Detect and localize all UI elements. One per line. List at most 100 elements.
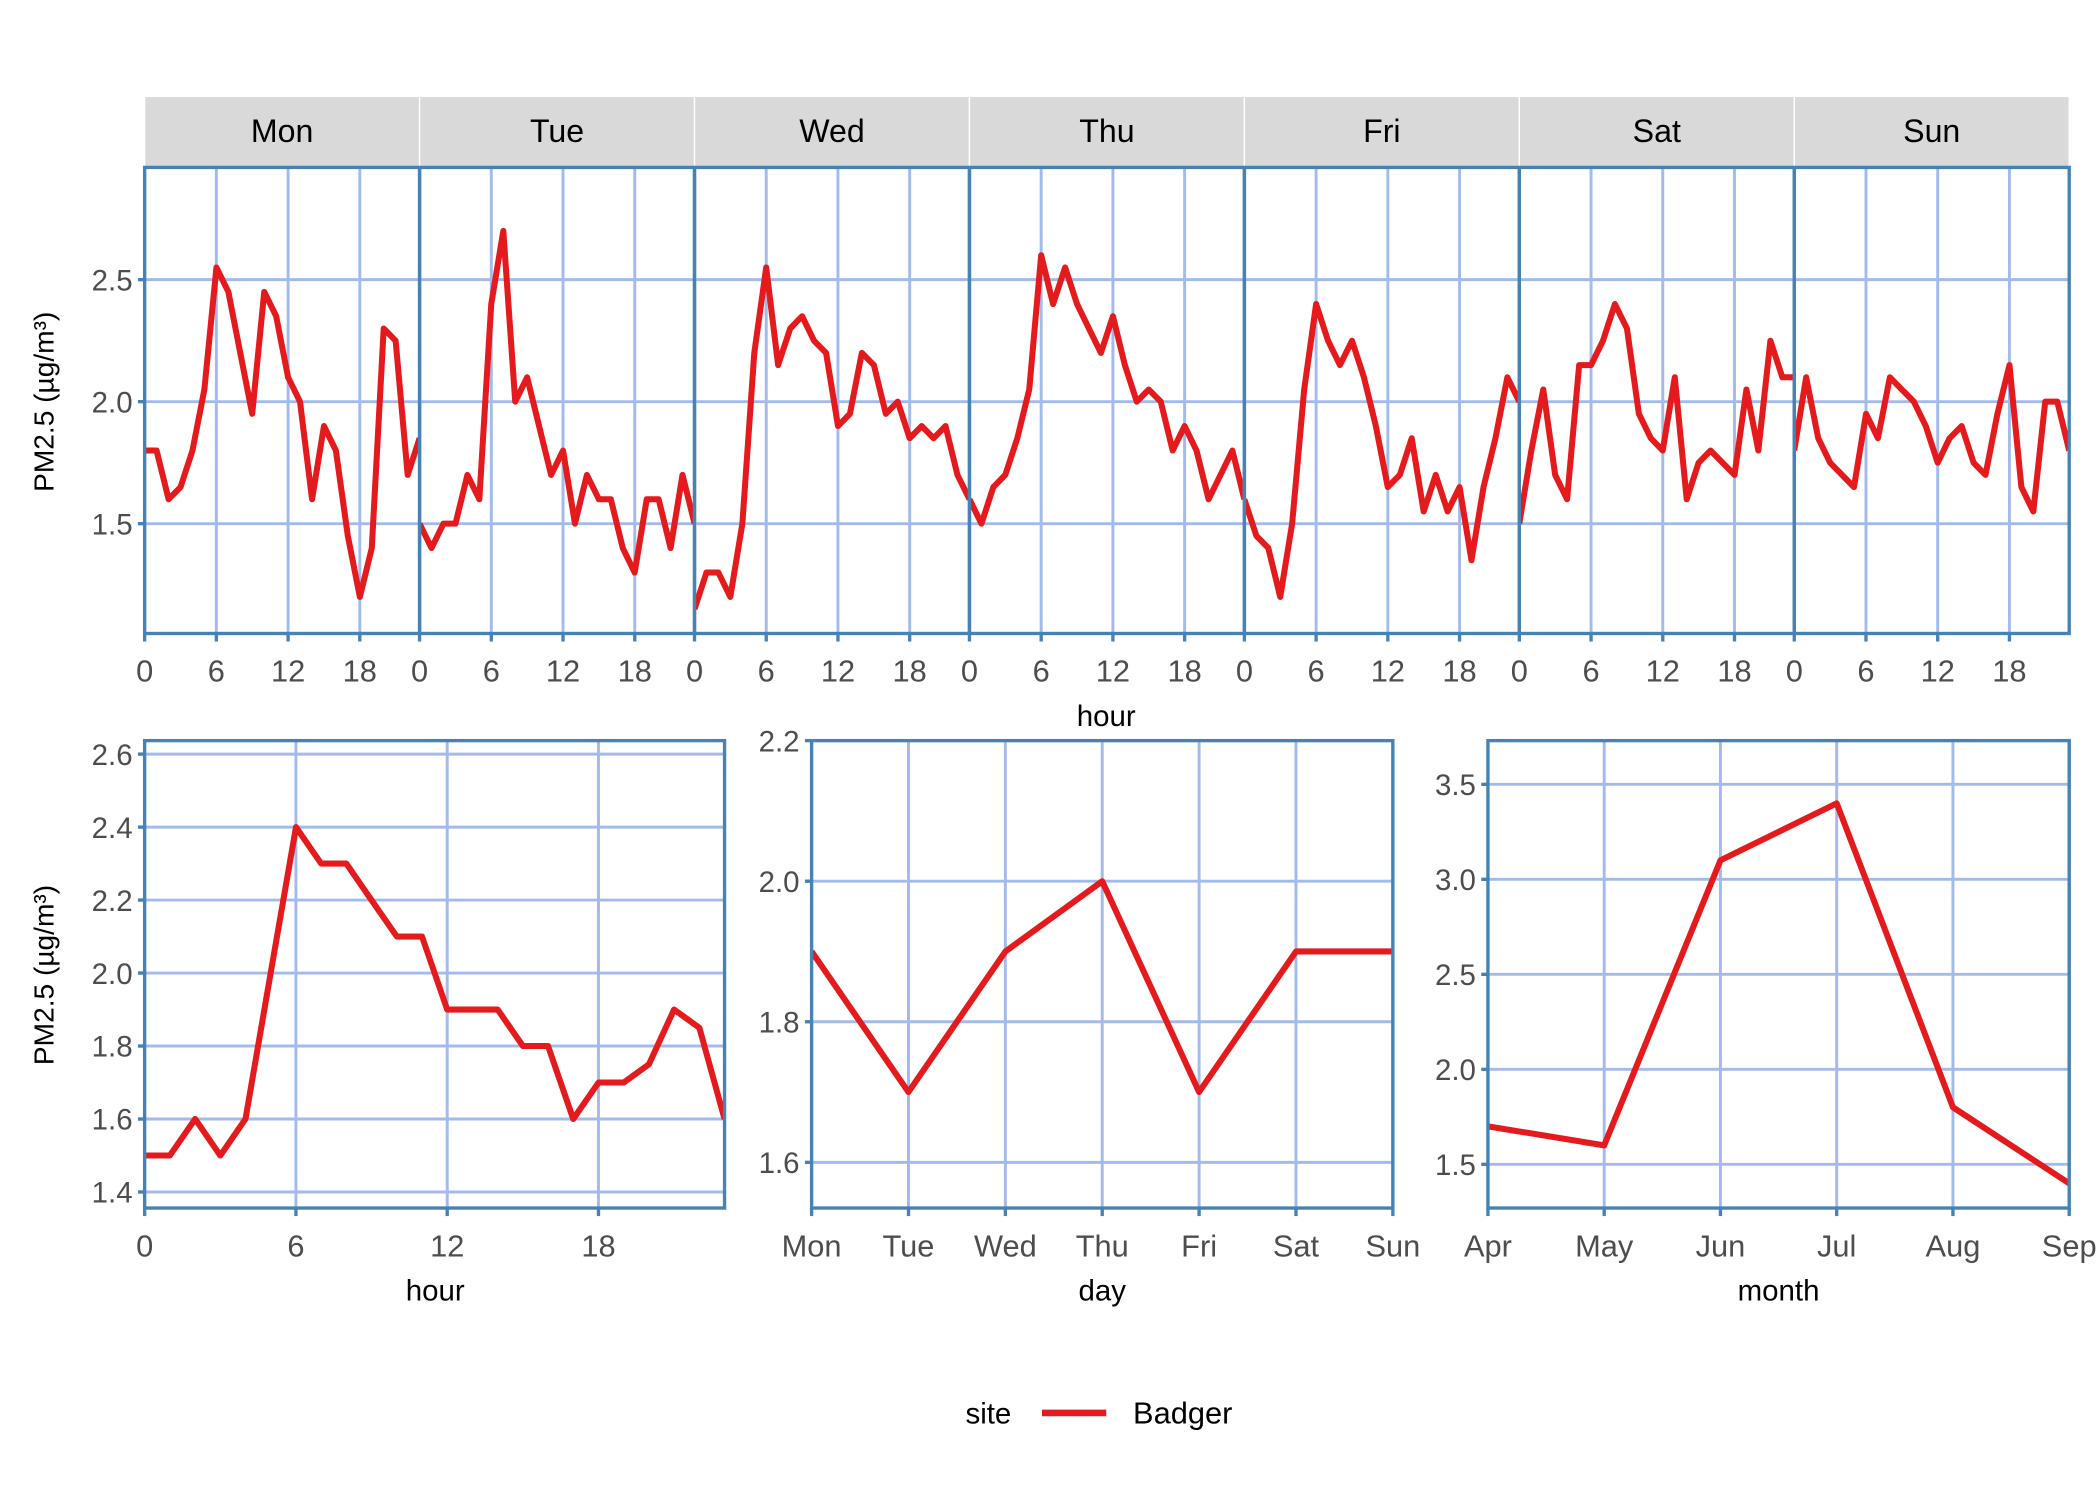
series-line-badger [144, 824, 725, 1159]
y-tick-label: 1.6 [92, 1104, 133, 1137]
x-tick-label: 12 [271, 654, 305, 689]
x-tick-label: Wed [974, 1228, 1037, 1263]
facet-panel-tue: 0 6 12 18 [411, 165, 697, 689]
x-tick-label: Sun [1365, 1228, 1420, 1263]
x-axis-title-top: hour [1077, 700, 1136, 733]
x-tick-label: 6 [1308, 654, 1325, 689]
series-line-badger [811, 878, 1393, 1096]
facet-strip-mon [143, 95, 421, 169]
facet-panel-sun: 0 6 12 18 [1786, 165, 2071, 689]
series-line-badger [419, 227, 695, 576]
x-tick-label: 0 [136, 1228, 153, 1263]
series-line-badger [1487, 800, 2070, 1186]
y-tick-label: 2.0 [759, 866, 800, 899]
x-tick-label: 12 [821, 654, 855, 689]
y-tick-label: 1.8 [759, 1006, 800, 1039]
facet-strip-label: Sun [1903, 113, 1960, 149]
panel-day: 1.6 1.8 2.0 2.2 Mon Tue Wed Thu Fri Sat Sun [759, 725, 1421, 1263]
x-tick-label: 12 [430, 1228, 464, 1263]
y-tick-label: 2.4 [92, 812, 133, 845]
x-tick-label: 12 [1371, 654, 1405, 689]
x-tick-label: 6 [287, 1228, 304, 1263]
y-tick-label: 2.5 [1435, 959, 1476, 992]
y-axis-title-top: PM2.5 (µg/m³) [29, 312, 60, 492]
x-tick-label: 6 [1857, 654, 1874, 689]
x-tick-label: 6 [1582, 654, 1599, 689]
facet-strip-label: Sat [1633, 113, 1681, 149]
y-tick-label: 3.5 [1435, 769, 1476, 802]
x-tick-label: 0 [1236, 654, 1253, 689]
x-tick-label: 6 [758, 654, 775, 689]
x-tick-label: Fri [1181, 1228, 1217, 1263]
facet-panel-sat: 0 6 12 18 [1511, 165, 1796, 689]
x-tick-label: 6 [1033, 654, 1050, 689]
series-line-badger [1794, 362, 2070, 515]
x-tick-label: 18 [581, 1228, 615, 1263]
x-tick-label: 0 [411, 654, 428, 689]
x-tick-label: 12 [1646, 654, 1680, 689]
x-tick-label: 6 [208, 654, 225, 689]
facet-strip-thu [968, 95, 1246, 169]
x-axis-title-hour: hour [406, 1274, 465, 1307]
facet-strip-label: Thu [1079, 113, 1134, 149]
x-tick-label: 18 [1442, 654, 1476, 689]
y-tick-label: 2.0 [92, 958, 133, 991]
x-tick-label: Jul [1817, 1228, 1856, 1263]
x-tick-label: May [1575, 1228, 1634, 1263]
facet-strip-label: Tue [530, 113, 584, 149]
facet-panel-fri: 0 6 12 18 [1236, 165, 1521, 689]
facet-panel-wed: 0 6 12 18 [686, 165, 972, 689]
y-tick-label: 2.5 [92, 264, 133, 297]
x-tick-label: Thu [1076, 1228, 1129, 1263]
x-tick-label: Jun [1696, 1228, 1746, 1263]
facet-strip-fri [1243, 95, 1520, 169]
y-tick-label: 2.6 [92, 739, 133, 772]
x-tick-label: 0 [686, 654, 703, 689]
x-tick-label: Sat [1273, 1228, 1320, 1263]
legend-entry-badger: Badger [1133, 1396, 1232, 1431]
y-tick-label: 2.0 [92, 386, 133, 419]
y-tick-label: 1.4 [92, 1177, 133, 1210]
x-tick-label: Aug [1926, 1228, 1981, 1263]
x-tick-label: 18 [1992, 654, 2026, 689]
x-tick-label: 0 [961, 654, 978, 689]
x-tick-label: 12 [1921, 654, 1955, 689]
x-tick-label: 18 [618, 654, 652, 689]
legend-title: site [965, 1398, 1011, 1431]
panel-month: 1.5 2.0 2.5 3.0 3.5 Apr May Jun Jul Aug Sep [1435, 738, 2097, 1263]
y-tick-label: 2.2 [759, 725, 800, 758]
x-tick-label: 18 [1717, 654, 1751, 689]
y-tick-label: 1.6 [759, 1147, 800, 1180]
y-tick-label: 1.8 [92, 1031, 133, 1064]
series-line-badger [969, 252, 1245, 527]
facet-strip-tue [418, 95, 696, 169]
x-tick-label: 0 [1786, 654, 1803, 689]
x-tick-label: 6 [483, 654, 500, 689]
x-tick-label: 18 [343, 654, 377, 689]
series-line-badger [694, 264, 970, 611]
x-tick-label: 0 [1511, 654, 1528, 689]
x-tick-label: 0 [136, 654, 153, 689]
x-tick-label: Mon [782, 1228, 842, 1263]
x-tick-label: 18 [1167, 654, 1201, 689]
facet-panel-thu: 0 6 12 18 [961, 165, 1247, 689]
series-line-badger [1519, 301, 1795, 525]
series-line-badger [1244, 301, 1520, 600]
y-tick-label: 2.2 [92, 885, 133, 918]
x-tick-label: 12 [1096, 654, 1130, 689]
facet-strip-label: Wed [799, 113, 864, 149]
x-tick-label: 12 [546, 654, 580, 689]
panel-hour: 1.4 1.6 1.8 2.0 2.2 2.4 2.6 0 6 12 18 [92, 739, 727, 1263]
x-tick-label: 18 [893, 654, 927, 689]
y-tick-label: 2.0 [1435, 1054, 1476, 1087]
facet-strip-label: Mon [251, 113, 313, 149]
y-axis-title-bottom: PM2.5 (µg/m³) [29, 885, 60, 1065]
facet-panel-mon: 1.5 2.0 2.5 0 6 12 18 [92, 165, 422, 689]
x-tick-label: Tue [883, 1228, 935, 1263]
y-tick-label: 1.5 [92, 508, 133, 541]
legend: site Badger [965, 1396, 1232, 1431]
x-tick-label: Sep [2042, 1228, 2097, 1263]
x-axis-title-month: month [1738, 1274, 1820, 1307]
facet-strip-label: Fri [1363, 113, 1400, 149]
